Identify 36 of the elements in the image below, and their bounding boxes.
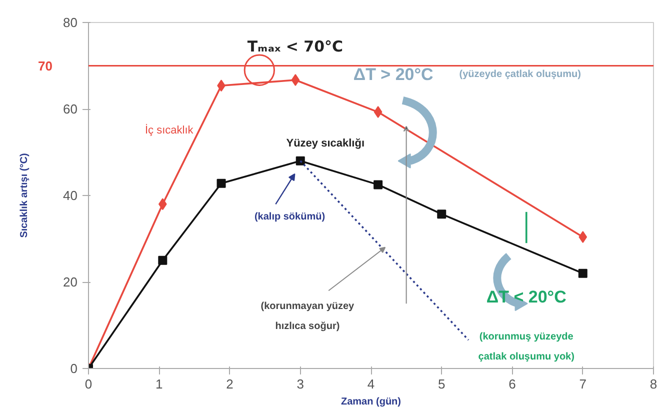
x-tick-label: 8	[650, 376, 658, 392]
x-tick-label: 0	[84, 376, 92, 392]
point	[296, 156, 305, 166]
x-tick-label: 1	[156, 376, 163, 392]
point	[158, 256, 168, 265]
x-tick-label: 2	[226, 376, 234, 392]
annotation: (kalıp sökümü)	[254, 212, 326, 223]
x-tick-label: 5	[438, 376, 446, 392]
x-tick-label: 3	[296, 376, 304, 392]
annotation: (korunmuş yüzeyde çatlak oluşumu yok)	[478, 331, 574, 362]
x-tick-label: 7	[579, 376, 586, 392]
series-label: İç sıcaklık	[145, 124, 194, 137]
annotation: Tₘₐₓ < 70°C	[247, 37, 344, 56]
y-axis-title: Sıcaklık artışı (°C)	[19, 153, 30, 238]
y-tick-label: 40	[63, 188, 78, 203]
y-tick-label: 60	[63, 102, 78, 116]
point	[158, 198, 167, 210]
ref-line-label: 70	[38, 58, 53, 74]
annotation: ΔT < 20°C	[486, 288, 566, 307]
x-tick-label: 6	[508, 376, 516, 392]
y-tick-label: 80	[63, 15, 78, 30]
point	[374, 180, 383, 190]
point	[216, 178, 226, 188]
point	[578, 231, 588, 244]
annotation: ΔT > 20°C	[353, 64, 434, 84]
point	[437, 210, 446, 219]
x-tick-label: 4	[367, 376, 375, 392]
y-tick-label: 20	[63, 274, 78, 290]
y-tick-label: 0	[70, 361, 78, 376]
point	[291, 74, 300, 86]
x-axis-title: Zaman (gün)	[341, 396, 401, 408]
point	[374, 106, 382, 118]
annotation: (yüzeyde çatlak oluşumu)	[459, 68, 581, 80]
point	[578, 268, 588, 278]
series-label: Yüzey sıcaklığı	[286, 138, 365, 150]
annotation: (korunmayan yüzey hızlıca soğur)	[260, 301, 355, 332]
